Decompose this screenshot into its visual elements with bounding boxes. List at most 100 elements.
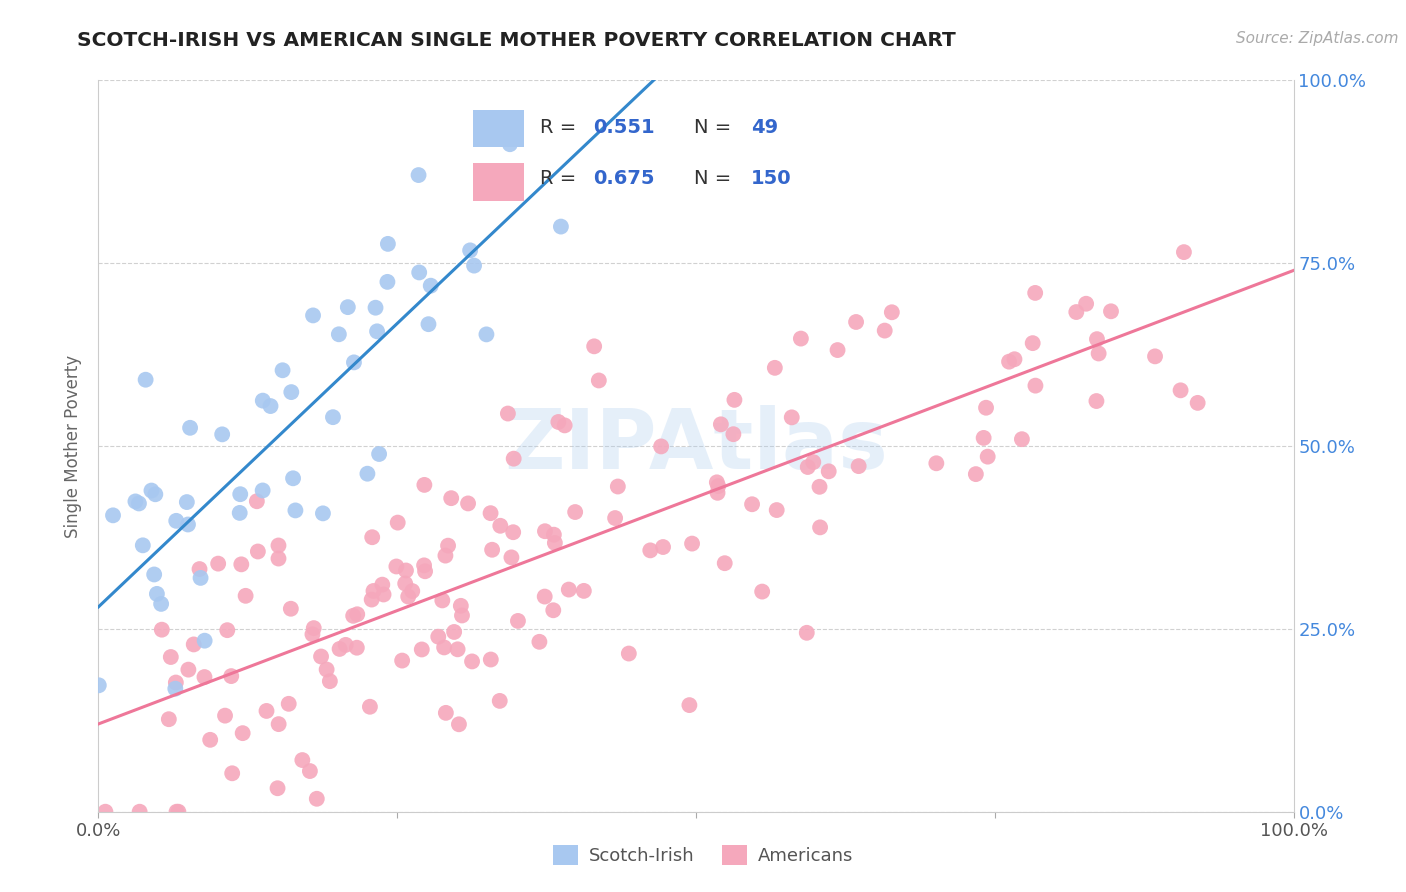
Point: [506, 614, 529, 628]
Point: [302, 309, 325, 323]
Point: [479, 506, 502, 520]
Point: [387, 516, 409, 530]
Point: [165, 514, 187, 528]
Point: [965, 467, 987, 482]
Point: [1024, 285, 1046, 300]
Point: [217, 623, 239, 637]
Point: [427, 630, 450, 644]
Point: [723, 427, 745, 442]
Point: [94, 805, 117, 819]
Point: [751, 584, 773, 599]
Text: ZIPAtlas: ZIPAtlas: [503, 406, 889, 486]
Point: [165, 675, 187, 690]
Point: [231, 558, 253, 572]
Point: [235, 589, 257, 603]
Point: [281, 471, 304, 485]
Point: [564, 505, 586, 519]
Point: [277, 697, 299, 711]
Point: [394, 576, 416, 591]
Point: [271, 363, 294, 377]
Point: [280, 601, 302, 615]
Point: [401, 584, 423, 599]
Point: [346, 640, 368, 655]
Point: [309, 649, 332, 664]
Point: [284, 503, 307, 517]
Point: [141, 483, 163, 498]
Point: [1085, 332, 1108, 346]
Point: [707, 479, 730, 493]
Point: [188, 562, 211, 576]
Point: [87, 678, 110, 692]
Point: [796, 625, 818, 640]
Point: [312, 507, 335, 521]
Point: [550, 219, 572, 234]
Point: [413, 478, 436, 492]
Point: [617, 647, 640, 661]
Point: [356, 467, 378, 481]
Point: [143, 567, 166, 582]
Point: [346, 607, 368, 622]
Point: [302, 621, 325, 635]
Point: [101, 508, 124, 523]
Point: [440, 491, 463, 505]
Point: [1173, 245, 1195, 260]
Point: [827, 343, 849, 357]
Point: [335, 638, 357, 652]
Point: [342, 608, 364, 623]
Point: [461, 655, 484, 669]
Point: [443, 624, 465, 639]
Point: [780, 410, 803, 425]
Point: [128, 805, 150, 819]
Point: [329, 641, 352, 656]
Point: [267, 551, 290, 566]
Point: [529, 635, 551, 649]
Point: [1004, 352, 1026, 367]
Point: [606, 479, 628, 493]
Point: [763, 360, 786, 375]
Point: [150, 597, 173, 611]
Point: [463, 259, 485, 273]
Point: [479, 652, 502, 666]
Point: [434, 706, 457, 720]
Point: [499, 137, 522, 152]
Point: [652, 540, 675, 554]
Point: [502, 525, 524, 540]
Point: [157, 712, 180, 726]
Point: [363, 584, 385, 599]
Point: [481, 542, 503, 557]
Point: [681, 536, 703, 550]
Point: [880, 305, 903, 319]
Point: [450, 599, 472, 613]
Point: [433, 640, 456, 655]
Point: [165, 681, 187, 696]
Point: [364, 301, 387, 315]
Point: [640, 543, 662, 558]
Point: [266, 781, 288, 796]
Point: [368, 447, 391, 461]
Point: [194, 633, 217, 648]
Point: [190, 571, 212, 585]
Point: [808, 520, 831, 534]
Point: [166, 805, 188, 819]
Point: [198, 732, 221, 747]
Point: [558, 582, 581, 597]
Point: [1087, 346, 1109, 360]
Point: [848, 459, 870, 474]
Point: [396, 590, 419, 604]
Point: [176, 495, 198, 509]
Point: [973, 431, 995, 445]
Point: [1066, 305, 1088, 319]
Point: [319, 674, 342, 689]
Point: [873, 324, 896, 338]
Point: [650, 439, 672, 453]
Point: [475, 327, 498, 342]
Point: [808, 480, 831, 494]
Point: [373, 587, 395, 601]
Point: [177, 663, 200, 677]
Point: [408, 168, 430, 182]
Point: [366, 324, 388, 338]
Point: [713, 556, 735, 570]
Point: [193, 670, 215, 684]
Point: [451, 608, 474, 623]
Point: [533, 590, 555, 604]
